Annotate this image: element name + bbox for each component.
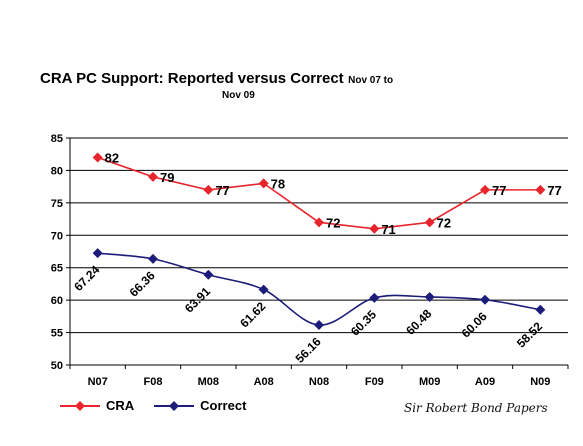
data-label-correct: 56.16 [293, 334, 324, 365]
data-point-correct [258, 284, 269, 295]
data-label-correct: 58.52 [514, 319, 545, 350]
chart-title-sub2: Nov 09 [222, 90, 255, 101]
y-tick-label: 50 [51, 360, 63, 372]
data-label-cra: 77 [492, 183, 506, 198]
data-point-cra [148, 171, 158, 182]
data-label-correct: 60.35 [348, 307, 379, 338]
data-label-cra: 77 [547, 183, 561, 198]
x-tick-label: A09 [475, 376, 495, 388]
data-point-correct [92, 248, 103, 259]
data-point-correct [314, 320, 324, 331]
data-point-correct [369, 292, 380, 303]
y-tick-label: 80 [51, 165, 63, 177]
data-point-correct [203, 269, 214, 280]
data-point-cra [369, 223, 380, 234]
y-tick-label: 70 [51, 230, 63, 242]
legend-label-correct: Correct [200, 398, 247, 413]
x-tick-label: M08 [198, 376, 219, 388]
data-point-cra [535, 184, 546, 195]
legend-item-correct: Correct [152, 398, 246, 413]
data-label-cra: 77 [215, 183, 229, 198]
data-point-cra [480, 184, 490, 195]
y-tick-label: 85 [51, 133, 63, 145]
chart-title: CRA PC Support: Reported versus Correct … [40, 70, 560, 101]
data-point-cra [258, 178, 269, 189]
x-tick-label: N07 [88, 376, 108, 388]
y-tick-label: 60 [51, 295, 63, 307]
x-tick-label: N08 [309, 376, 329, 388]
data-label-cra: 71 [381, 222, 395, 237]
data-label-cra: 78 [271, 176, 285, 191]
x-tick-label: A08 [254, 376, 274, 388]
legend-marker-correct [154, 400, 195, 411]
x-tick-label: N09 [530, 376, 550, 388]
credit-text: Sir Robert Bond Papers [404, 401, 548, 415]
data-point-cra [203, 184, 214, 195]
data-label-correct: 66.36 [127, 268, 158, 299]
data-label-correct: 60.06 [459, 309, 490, 340]
data-label-cra: 79 [160, 170, 174, 185]
y-tick-label: 75 [51, 198, 63, 210]
x-tick-label: F08 [144, 376, 163, 388]
legend-marker-cra [60, 400, 100, 411]
y-tick-label: 65 [51, 263, 63, 275]
chart-title-main: CRA PC Support: Reported versus Correct [40, 70, 344, 87]
x-tick-label: F09 [365, 376, 384, 388]
data-point-cra [92, 152, 103, 163]
data-label-cra: 72 [326, 215, 340, 230]
data-point-correct [480, 294, 490, 305]
data-point-cra [424, 217, 435, 228]
data-point-correct [148, 253, 158, 264]
data-label-cra: 82 [105, 150, 119, 165]
data-point-correct [535, 304, 546, 315]
legend: CRA Correct [58, 398, 246, 413]
data-label-cra: 72 [437, 215, 451, 230]
y-tick-label: 55 [51, 328, 63, 340]
x-tick-label: M09 [419, 376, 440, 388]
chart-title-sub: Nov 07 to [348, 75, 394, 86]
data-point-correct [424, 292, 435, 303]
data-point-cra [314, 217, 324, 228]
legend-label-cra: CRA [106, 398, 135, 413]
legend-item-cra: CRA [58, 398, 134, 413]
data-label-correct: 61.62 [237, 299, 268, 330]
